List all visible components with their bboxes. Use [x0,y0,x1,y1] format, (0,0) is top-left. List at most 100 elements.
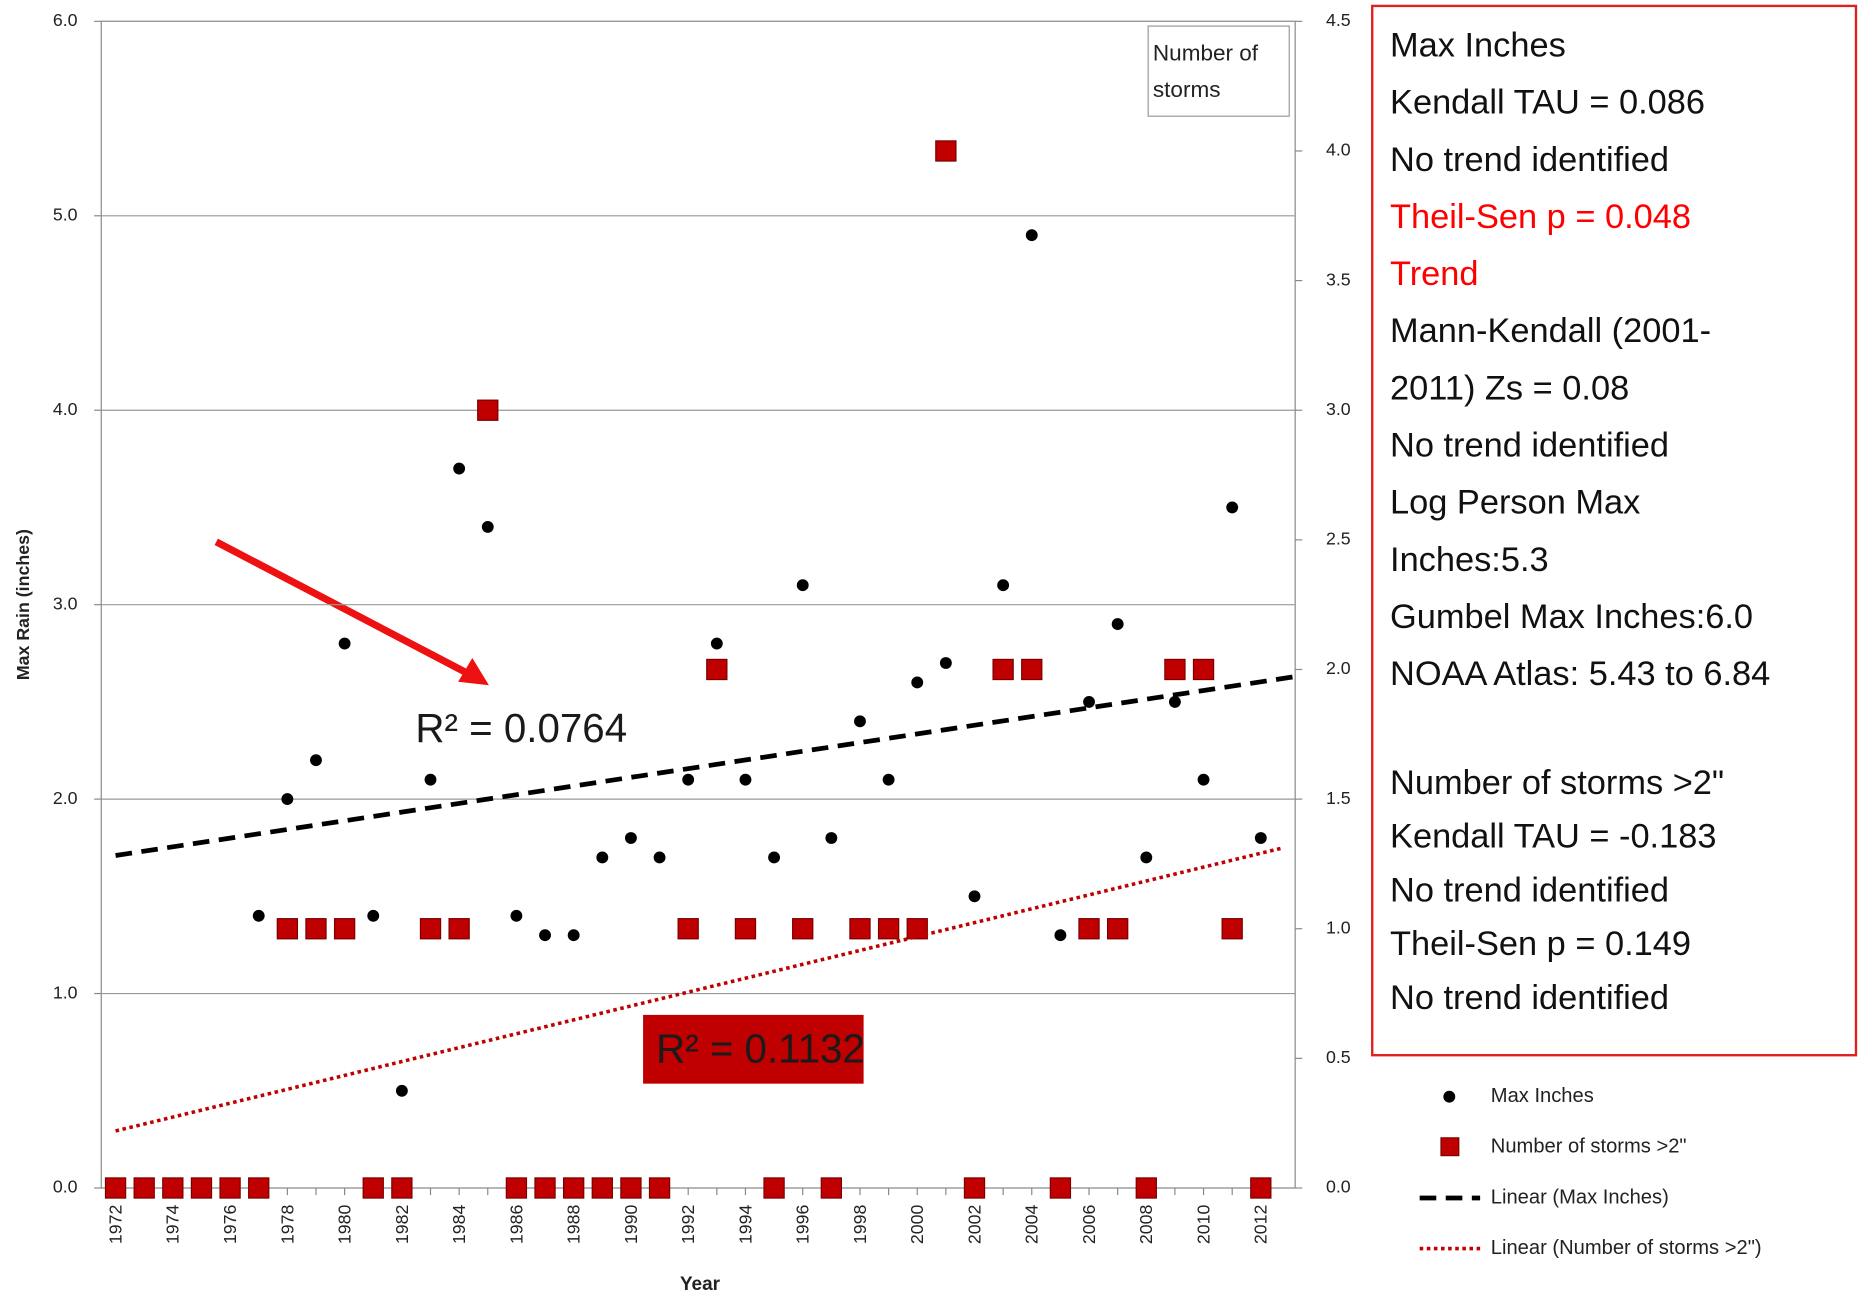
point [734,918,757,940]
x-tick-label: 1988 [564,1204,584,1244]
point [281,793,294,806]
point [1106,918,1129,940]
stats-line: Number of storms >2" [1390,764,1724,802]
point [190,1177,213,1199]
stats-line: Gumbel Max Inches:6.0 [1390,598,1753,636]
y-tick-label: 2.0 [53,788,78,808]
legend-marker [1440,1137,1460,1157]
stats-line: Trend [1390,255,1479,293]
y2-tick-label: 2.5 [1326,529,1351,549]
x-tick-label: 1984 [449,1204,469,1244]
stats-line: Inches:5.3 [1390,541,1549,579]
point [562,1177,585,1199]
point [825,832,838,844]
legend-label: Number of storms >2" [1491,1136,1687,1158]
point [395,1084,408,1097]
point [992,658,1014,681]
point [1078,918,1100,940]
x-tick-label: 1974 [163,1204,183,1244]
y2-axis-label: Number of storms [1152,41,1259,104]
trend-line [115,846,1282,1133]
point [1140,851,1153,864]
annotation: R² = 0.0764 [415,706,627,751]
stats-line: Kendall TAU = 0.086 [1390,84,1705,122]
y-axis-label: Max Rain (inches) [13,529,33,680]
point [505,1177,528,1199]
point [1025,229,1038,242]
point [419,918,442,940]
point [882,773,895,786]
y2-tick-label: 3.5 [1326,269,1351,289]
y-tick-label: 0.0 [53,1177,78,1197]
point [1135,1177,1157,1199]
legend-marker [1443,1090,1456,1103]
point [310,754,322,767]
stats-box [1371,4,1858,1057]
stats-line: Theil-Sen p = 0.048 [1390,198,1691,236]
stats-line: No trend identified [1390,979,1669,1017]
y2-tick-label: 0.0 [1326,1177,1351,1197]
y-tick-label: 6.0 [53,10,78,30]
point [1254,832,1267,844]
arrow-shaft [214,538,474,679]
point [1083,695,1095,708]
x-tick-label: 1994 [735,1204,755,1244]
stats-line: No trend identified [1390,871,1669,909]
point [624,832,637,844]
y-tick-label: 1.0 [53,982,78,1002]
x-tick-label: 1972 [105,1205,125,1245]
y2-tick-label: 4.0 [1326,140,1351,160]
y-tick-label: 4.0 [53,399,78,419]
y2-title-box [1147,25,1290,117]
point [706,658,728,681]
point [739,773,752,786]
y2-tick-label: 2.0 [1326,658,1351,678]
point [252,909,265,922]
x-tick-label: 2002 [964,1205,984,1245]
x-tick-label: 2000 [907,1204,927,1244]
point [362,1177,384,1199]
y-tick-label: 5.0 [53,204,78,224]
point [453,462,466,475]
point [1192,658,1215,681]
point [968,890,981,903]
legend-label: Max Inches [1491,1085,1594,1107]
y2-tick-label: 3.0 [1326,399,1351,419]
point [997,579,1010,592]
annotation: R² = 0.1132 [656,1026,865,1071]
x-tick-label: 1976 [220,1204,240,1244]
point [677,918,699,940]
stats-line: Theil-Sen p = 0.149 [1390,925,1691,963]
x-tick-label: 2008 [1136,1204,1156,1244]
point [367,909,380,922]
point [768,851,781,864]
stats-line: Kendall TAU = -0.183 [1390,818,1716,856]
point [710,637,723,650]
stats-line: Log Person Max [1390,484,1640,522]
stats-line: No trend identified [1390,427,1669,465]
point [911,676,924,689]
point [1226,501,1239,514]
y2-tick-label: 1.5 [1326,788,1351,808]
point [792,918,814,940]
point [854,715,866,728]
point [477,399,499,421]
stats-line: 2011) Zs = 0.08 [1390,369,1629,407]
legend-label: Linear (Max Inches) [1491,1186,1669,1208]
point [276,918,299,940]
x-tick-label: 1992 [678,1205,698,1245]
stats-line: Max Inches [1390,27,1566,65]
point [1021,658,1043,681]
stats-line: No trend identified [1390,141,1669,179]
y-tick-label: 3.0 [53,593,78,613]
point [1168,695,1181,708]
arrow-head [458,658,489,686]
point [620,1177,642,1199]
x-tick-label: 2012 [1251,1205,1271,1245]
point [1197,773,1210,786]
point [1164,658,1186,681]
point [481,520,494,533]
point [338,637,351,650]
x-tick-label: 1978 [277,1204,297,1244]
